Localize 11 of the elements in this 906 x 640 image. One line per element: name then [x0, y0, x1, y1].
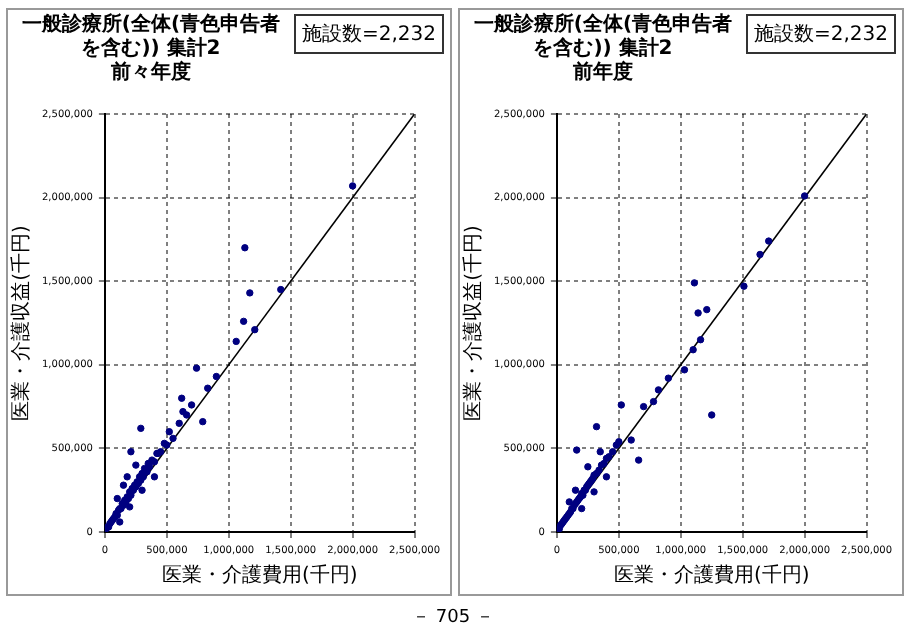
- text: － 705 －: [410, 606, 496, 630]
- y-axis-title: 医業・介護収益(千円): [9, 225, 34, 421]
- chart-title: 一般診療所(全体(青色申告者を含む)) 集計2: [19, 14, 283, 60]
- chart-title: 一般診療所(全体(青色申告者を含む)) 集計2: [471, 14, 735, 60]
- text: 施設数=2,232: [745, 14, 896, 54]
- chart-subtitle: 前年度: [570, 62, 635, 86]
- x-axis-title: 医業・介護費用(千円): [613, 563, 810, 588]
- y-axis-title: 医業・介護収益(千円): [461, 225, 486, 421]
- text: 施設数=2,232: [293, 14, 444, 54]
- x-axis-title: 医業・介護費用(千円): [161, 563, 358, 588]
- chart-subtitle: 前々年度: [108, 62, 193, 86]
